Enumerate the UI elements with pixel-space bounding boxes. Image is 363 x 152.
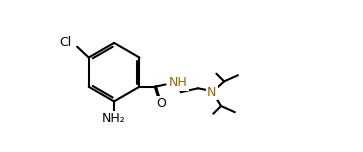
Text: N: N [207,86,216,99]
Text: O: O [156,97,166,110]
Text: NH: NH [169,76,187,89]
Text: Cl: Cl [60,36,72,49]
Text: NH₂: NH₂ [102,112,126,125]
